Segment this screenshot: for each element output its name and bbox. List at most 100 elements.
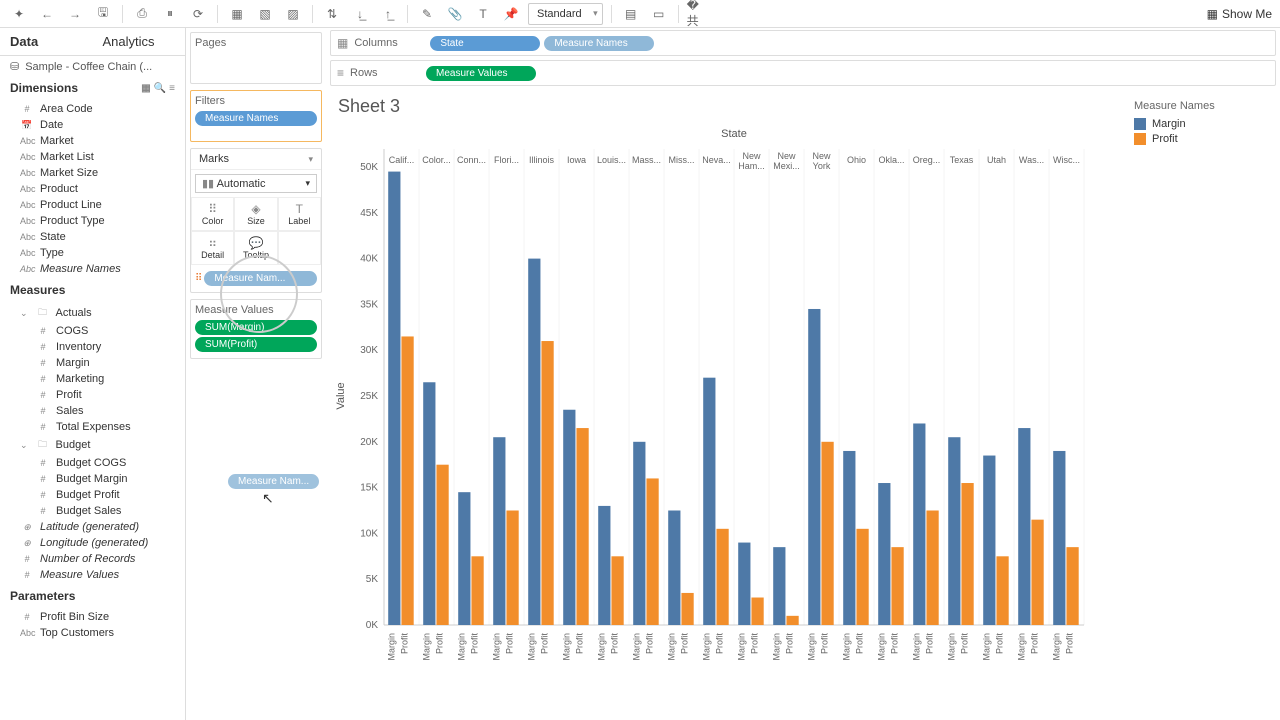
field-item[interactable]: ⊕Latitude (generated) — [0, 519, 185, 535]
field-item[interactable]: #Sales — [0, 403, 185, 419]
filter-pill[interactable]: Measure Names — [195, 111, 317, 126]
tab-data[interactable]: Data — [0, 28, 93, 55]
shelves: Pages Filters Measure Names Marks▾ ▮▮ Au… — [186, 28, 326, 720]
column-pill[interactable]: State — [430, 36, 540, 51]
field-item[interactable]: #Budget Sales — [0, 503, 185, 519]
field-item[interactable]: AbcMarket — [0, 133, 185, 149]
field-item[interactable]: AbcProduct Line — [0, 197, 185, 213]
measure-values-shelf[interactable]: Measure Values SUM(Margin)SUM(Profit) — [190, 299, 322, 359]
pause-icon[interactable]: ⏸ — [159, 3, 181, 25]
present-icon[interactable]: ▭ — [648, 3, 670, 25]
tab-analytics[interactable]: Analytics — [93, 28, 186, 55]
columns-shelf[interactable]: ▦ Columns StateMeasure Names — [330, 30, 1276, 56]
mark-type-select[interactable]: ▮▮ Automatic▾ — [195, 174, 317, 193]
field-item[interactable]: AbcTop Customers — [0, 625, 185, 641]
search-icon[interactable]: 🔍 — [154, 83, 166, 94]
field-item[interactable]: AbcMeasure Names — [0, 261, 185, 277]
field-item[interactable]: #Marketing — [0, 371, 185, 387]
field-item[interactable]: #Budget COGS — [0, 455, 185, 471]
showme-button[interactable]: ▦ Show Me — [1207, 7, 1272, 21]
field-item[interactable]: #Margin — [0, 355, 185, 371]
rows-shelf[interactable]: ≡ Rows Measure Values — [330, 60, 1276, 86]
svg-text:Profit: Profit — [960, 633, 970, 655]
mark-detail[interactable]: ⠶Detail — [191, 231, 234, 265]
clear-icon[interactable]: ▨ — [282, 3, 304, 25]
save-icon[interactable]: 🖫 — [92, 3, 114, 25]
field-item[interactable]: #Area Code — [0, 101, 185, 117]
row-pill[interactable]: Measure Values — [426, 66, 536, 81]
field-item[interactable]: #Profit — [0, 387, 185, 403]
svg-text:York: York — [813, 161, 831, 171]
dup-icon[interactable]: ▧ — [254, 3, 276, 25]
field-item[interactable]: #Profit Bin Size — [0, 609, 185, 625]
svg-text:Margin: Margin — [561, 633, 571, 661]
svg-text:Margin: Margin — [701, 633, 711, 661]
field-item[interactable]: ⊕Longitude (generated) — [0, 535, 185, 551]
svg-text:Ohio: Ohio — [847, 155, 866, 165]
refresh-icon[interactable]: ⟳ — [187, 3, 209, 25]
mv-pill[interactable]: SUM(Profit) — [195, 337, 317, 352]
field-item[interactable]: AbcProduct Type — [0, 213, 185, 229]
legend-item[interactable]: Margin — [1134, 118, 1268, 130]
mark-color-pill[interactable]: Measure Nam... — [204, 271, 317, 286]
field-item[interactable]: AbcMarket List — [0, 149, 185, 165]
menu-icon[interactable]: ≡ — [169, 83, 175, 94]
chart[interactable]: StateValue0K5K10K15K20K25K30K35K40K45K50… — [334, 125, 1094, 685]
column-pill[interactable]: Measure Names — [544, 36, 654, 51]
field-item[interactable]: AbcMarket Size — [0, 165, 185, 181]
swap-icon[interactable]: ⇅ — [321, 3, 343, 25]
marks-header[interactable]: Marks▾ — [191, 149, 321, 170]
fit-dropdown[interactable]: Standard — [528, 3, 603, 25]
mv-pill[interactable]: SUM(Margin) — [195, 320, 317, 335]
svg-text:Profit: Profit — [505, 633, 515, 655]
mark-color[interactable]: ⠿Color — [191, 197, 234, 231]
field-item[interactable]: AbcType — [0, 245, 185, 261]
db-icon: ⛁ — [10, 60, 19, 73]
field-item[interactable]: 📅Date — [0, 117, 185, 133]
svg-text:New: New — [812, 151, 831, 161]
svg-text:Profit: Profit — [540, 633, 550, 655]
svg-text:Wisc...: Wisc... — [1053, 155, 1080, 165]
field-item[interactable]: #Budget Profit — [0, 487, 185, 503]
new-ws-icon[interactable]: ▦ — [226, 3, 248, 25]
field-item[interactable]: AbcProduct — [0, 181, 185, 197]
sort-asc-icon[interactable]: ↓̲ — [349, 3, 371, 25]
field-item[interactable]: #COGS — [0, 323, 185, 339]
field-item[interactable]: #Number of Records — [0, 551, 185, 567]
svg-text:State: State — [721, 128, 747, 140]
field-item[interactable]: #Total Expenses — [0, 419, 185, 435]
highlight-icon[interactable]: ✎ — [416, 3, 438, 25]
mark-label[interactable]: TLabel — [278, 197, 321, 231]
forward-icon[interactable]: → — [64, 3, 86, 25]
field-item[interactable]: #Inventory — [0, 339, 185, 355]
folder-actuals[interactable]: ⌄🗀Actuals — [0, 303, 185, 323]
filters-shelf[interactable]: Filters Measure Names — [190, 90, 322, 142]
share-icon[interactable]: �共 — [687, 3, 709, 25]
tableau-icon[interactable]: ✦ — [8, 3, 30, 25]
field-item[interactable]: #Budget Margin — [0, 471, 185, 487]
svg-text:Margin: Margin — [1051, 633, 1061, 661]
field-item[interactable]: #Measure Values — [0, 567, 185, 583]
sort-desc-icon[interactable]: ↑̲ — [377, 3, 399, 25]
legend-item[interactable]: Profit — [1134, 133, 1268, 145]
legend-title: Measure Names — [1134, 100, 1268, 112]
mark-tooltip[interactable]: 💬Tooltip — [234, 231, 277, 265]
new-ds-icon[interactable]: ⎙ — [131, 3, 153, 25]
svg-text:Margin: Margin — [666, 633, 676, 661]
back-icon[interactable]: ← — [36, 3, 58, 25]
pin-icon[interactable]: 📌 — [500, 3, 522, 25]
group-icon[interactable]: 📎 — [444, 3, 466, 25]
marks-card: Marks▾ ▮▮ Automatic▾ ⠿Color ◈Size TLabel… — [190, 148, 322, 293]
label-icon[interactable]: T — [472, 3, 494, 25]
label-icon: T — [281, 202, 318, 216]
mark-size[interactable]: ◈Size — [234, 197, 277, 231]
view-icon[interactable]: ▦ — [141, 83, 150, 94]
cards-icon[interactable]: ▤ — [620, 3, 642, 25]
datasource[interactable]: ⛁ Sample - Coffee Chain (... — [0, 56, 185, 77]
sheet-title[interactable]: Sheet 3 — [334, 96, 1126, 117]
field-item[interactable]: AbcState — [0, 229, 185, 245]
svg-text:Mexi...: Mexi... — [773, 161, 800, 171]
dragging-pill: Measure Nam... — [228, 474, 319, 489]
folder-budget[interactable]: ⌄🗀Budget — [0, 435, 185, 455]
pages-shelf[interactable]: Pages — [190, 32, 322, 84]
